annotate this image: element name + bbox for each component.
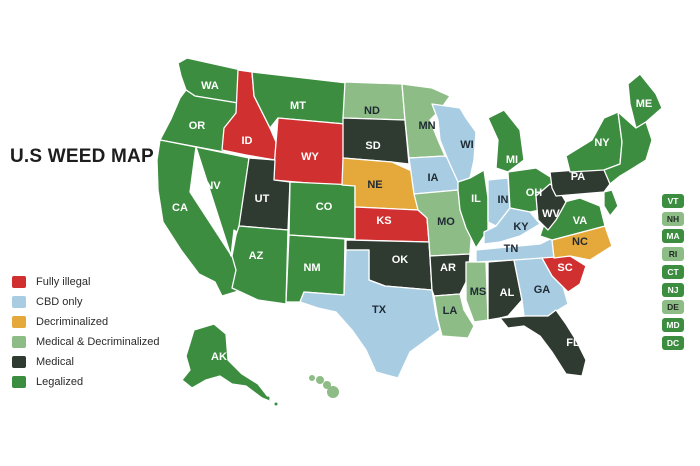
legend-swatch [12, 296, 26, 308]
legend-swatch [12, 336, 26, 348]
ne-state-md: MD [662, 317, 684, 332]
ne-state-dc: DC [662, 335, 684, 350]
state-mn [401, 83, 451, 159]
state-me [627, 73, 663, 129]
state-label-ne: NE [367, 179, 382, 191]
ne-state-nh: NH [662, 211, 684, 226]
legend-label: Medical [36, 356, 74, 368]
legend-item-fully-illegal: Fully illegal [12, 272, 160, 292]
state-label-ny: NY [594, 137, 610, 149]
state-label-mn: MN [418, 120, 435, 132]
hawaii-island [316, 376, 324, 384]
state-label-ky: KY [513, 221, 529, 233]
alaska-island [274, 402, 278, 406]
state-mi [487, 109, 525, 173]
state-sd [342, 117, 410, 165]
ne-state-ri: RI [662, 247, 684, 262]
hawaii-island [309, 375, 315, 381]
alaska-island [266, 396, 270, 400]
state-ar [429, 253, 471, 297]
legend-swatch [12, 316, 26, 328]
state-label-nc: NC [572, 236, 588, 248]
state-label-ut: UT [255, 193, 270, 205]
state-label-ga: GA [534, 284, 551, 296]
state-ms [465, 261, 489, 323]
state-label-ar: AR [440, 262, 456, 274]
state-label-sc: SC [557, 262, 572, 274]
state-delmarva [603, 189, 619, 217]
state-label-tn: TN [504, 243, 519, 255]
legend-item-decriminalized: Decriminalized [12, 312, 160, 332]
legend-label: CBD only [36, 296, 83, 308]
hawaii-island [323, 381, 331, 389]
legend-item-legalized: Legalized [12, 372, 160, 392]
legend-swatch [12, 376, 26, 388]
legend-label: Fully illegal [36, 276, 91, 288]
ne-state-nj: NJ [662, 282, 684, 297]
ne-state-ct: CT [662, 264, 684, 279]
state-label-wy: WY [301, 151, 319, 163]
state-label-ia: IA [428, 172, 439, 184]
state-label-pa: PA [571, 171, 586, 183]
state-label-wa: WA [201, 80, 219, 92]
legend-label: Legalized [36, 376, 84, 388]
state-label-id: ID [242, 135, 253, 147]
state-label-mt: MT [290, 100, 306, 112]
state-label-ks: KS [376, 215, 391, 227]
state-label-oh: OH [526, 187, 543, 199]
state-label-in: IN [498, 194, 509, 206]
state-label-al: AL [500, 287, 515, 299]
state-label-nm: NM [303, 262, 320, 274]
state-tx [299, 249, 441, 379]
state-label-tx: TX [372, 304, 387, 316]
ne-state-ma: MA [662, 229, 684, 244]
state-label-mo: MO [437, 216, 455, 228]
state-ne-cluster [603, 111, 653, 185]
state-labels: WA OR CA NV ID MT WY UT AZ CO NM ND SD NE KS OK TX MN IA MO… [172, 80, 652, 363]
state-label-sd: SD [365, 140, 380, 152]
state-shapes [156, 57, 663, 406]
state-label-la: LA [443, 305, 458, 317]
state-label-wv: WV [542, 208, 560, 220]
state-fl [499, 309, 587, 377]
legend-swatch [12, 276, 26, 288]
state-az [231, 225, 289, 305]
legend-item-medical: Medical [12, 352, 160, 372]
state-label-ca: CA [172, 202, 188, 214]
legend: Fully illegal CBD only Decriminalized Me… [12, 272, 160, 392]
state-il [457, 169, 489, 249]
state-label-mi: MI [506, 154, 518, 166]
state-label-ms: MS [470, 286, 487, 298]
legend-item-medical-decriminalized: Medical & Decriminalized [12, 332, 160, 352]
state-label-wi: WI [460, 139, 473, 151]
state-ak [181, 323, 273, 403]
legend-swatch [12, 356, 26, 368]
state-ks [354, 206, 430, 243]
state-label-nd: ND [364, 105, 380, 117]
state-label-me: ME [636, 98, 653, 110]
state-la [433, 293, 475, 339]
legend-label: Medical & Decriminalized [36, 336, 160, 348]
hawaii-island [327, 386, 339, 398]
state-label-or: OR [189, 120, 206, 132]
ne-state-vt: VT [662, 194, 684, 208]
state-label-nv: NV [205, 180, 221, 192]
state-ky [483, 207, 541, 245]
map-title: U.S WEED MAP [10, 146, 154, 167]
state-label-ak: AK [211, 351, 227, 363]
state-ca [156, 139, 247, 297]
legend-label: Decriminalized [36, 316, 109, 328]
state-label-fl: FL [566, 337, 580, 349]
state-label-il: IL [471, 193, 481, 205]
state-label-co: CO [316, 201, 333, 213]
legend-item-cbd-only: CBD only [12, 292, 160, 312]
state-label-az: AZ [249, 250, 264, 262]
state-label-ok: OK [392, 254, 409, 266]
ne-state-de: DE [662, 300, 684, 315]
state-label-va: VA [573, 215, 588, 227]
